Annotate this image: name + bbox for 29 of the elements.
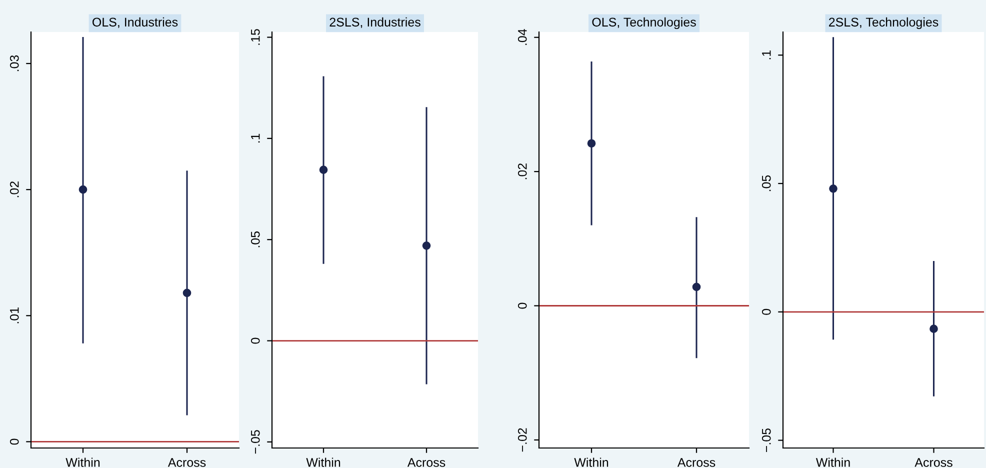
y-tick-label: 0: [10, 438, 19, 445]
x-tick-label: Across: [168, 458, 206, 467]
y-tick-label: .15: [251, 29, 260, 45]
x-tick-label: Across: [677, 458, 716, 467]
y-tick-label: .1: [762, 50, 771, 60]
y-tick-label: −.05: [762, 428, 771, 452]
y-tick-label: .1: [251, 134, 260, 142]
y-tick-label: .05: [250, 231, 260, 248]
x-tick-label: Across: [914, 458, 952, 467]
chart-title: 2SLS, Industries: [330, 17, 420, 28]
y-tick-label: .01: [10, 308, 19, 324]
x-tick-label: Within: [306, 458, 340, 467]
x-tick-label: Within: [66, 458, 100, 467]
y-tick-label: −.05: [250, 430, 260, 454]
x-tick-label: Within: [816, 458, 850, 467]
y-tick-label: .03: [10, 55, 19, 72]
y-tick-label: .02: [518, 164, 527, 180]
y-tick-label: 0: [250, 338, 260, 344]
y-tick-label: 0: [762, 308, 771, 315]
x-tick-label: Within: [574, 458, 608, 467]
y-tick-label: 0: [518, 302, 527, 309]
chart-title: OLS, Technologies: [592, 17, 696, 30]
y-tick-label: .02: [10, 182, 19, 198]
chart-title: OLS, Industries: [92, 17, 178, 28]
y-tick-label: −.02: [518, 428, 527, 452]
x-tick-label: Across: [407, 458, 446, 467]
y-tick-label: .04: [518, 29, 527, 45]
chart-title: 2SLS, Technologies: [829, 17, 938, 30]
y-tick-label: .05: [762, 175, 771, 192]
